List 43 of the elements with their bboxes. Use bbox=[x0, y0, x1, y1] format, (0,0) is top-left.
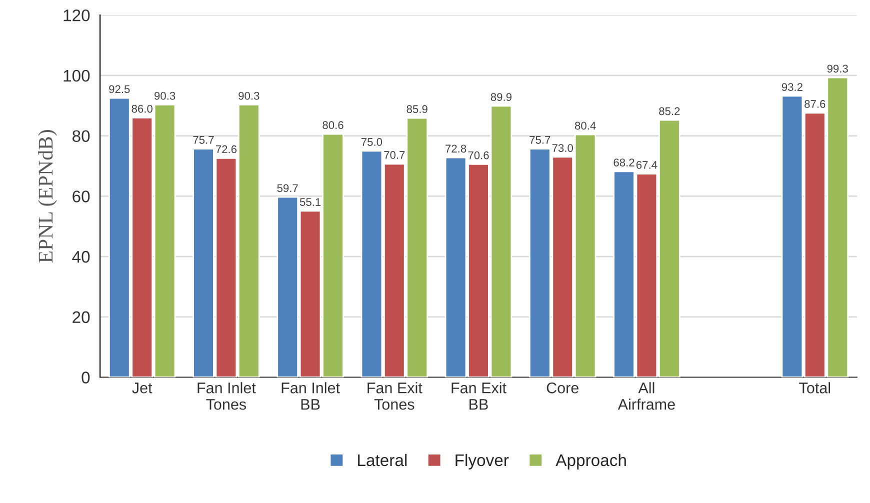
y-tick-label: 100 bbox=[64, 70, 90, 82]
data-label: 75.0 bbox=[361, 138, 382, 146]
y-tick-label: 0 bbox=[82, 372, 90, 384]
data-label: 99.3 bbox=[827, 64, 848, 73]
data-label: 70.6 bbox=[468, 151, 489, 160]
data-label: 87.6 bbox=[804, 100, 826, 108]
data-label: 68.2 bbox=[614, 158, 634, 166]
x-tick-label: Core bbox=[546, 382, 578, 394]
x-tick-label: Fan Inlet Tones bbox=[198, 382, 256, 410]
data-label: 92.5 bbox=[109, 85, 130, 94]
data-label: 59.7 bbox=[277, 184, 298, 192]
data-label: 93.2 bbox=[782, 83, 802, 91]
data-label: 90.3 bbox=[238, 92, 260, 100]
y-tick-label: 120 bbox=[64, 9, 90, 22]
data-label: 80.4 bbox=[574, 122, 596, 130]
y-axis-title: EPNL (EPNdB) bbox=[38, 130, 57, 263]
legend-label: Flyover bbox=[456, 454, 509, 470]
x-tick-label: Fan Inlet BB bbox=[282, 382, 340, 410]
data-label: 90.3 bbox=[154, 92, 176, 100]
y-tick-label: 40 bbox=[72, 250, 90, 263]
legend-label: Approach bbox=[556, 454, 626, 470]
x-tick-label: All Airframe bbox=[618, 382, 675, 410]
data-label: 70.7 bbox=[384, 151, 405, 159]
data-label: 75.7 bbox=[530, 136, 550, 144]
data-label: 85.9 bbox=[406, 105, 428, 114]
data-label: 72.6 bbox=[216, 145, 237, 154]
data-label: 73.0 bbox=[552, 144, 573, 152]
x-tick-label: Fan Exit BB bbox=[452, 382, 506, 410]
data-label: 75.7 bbox=[193, 136, 214, 144]
data-label: 86.0 bbox=[132, 104, 152, 113]
data-label: 67.4 bbox=[636, 160, 658, 169]
y-tick-label: 80 bbox=[72, 130, 90, 142]
legend-label: Lateral bbox=[358, 454, 407, 466]
data-label: 80.6 bbox=[322, 121, 344, 130]
data-label: 72.8 bbox=[446, 144, 466, 153]
data-label: 89.9 bbox=[490, 93, 512, 101]
y-tick-label: 60 bbox=[72, 190, 90, 202]
y-tick-label: 20 bbox=[72, 311, 90, 324]
x-tick-label: Fan Exit Tones bbox=[368, 382, 422, 410]
data-label: 85.2 bbox=[659, 107, 680, 116]
x-tick-label: Total bbox=[799, 382, 830, 394]
x-tick-label: Jet bbox=[132, 382, 152, 394]
data-label: 55.1 bbox=[300, 198, 321, 206]
